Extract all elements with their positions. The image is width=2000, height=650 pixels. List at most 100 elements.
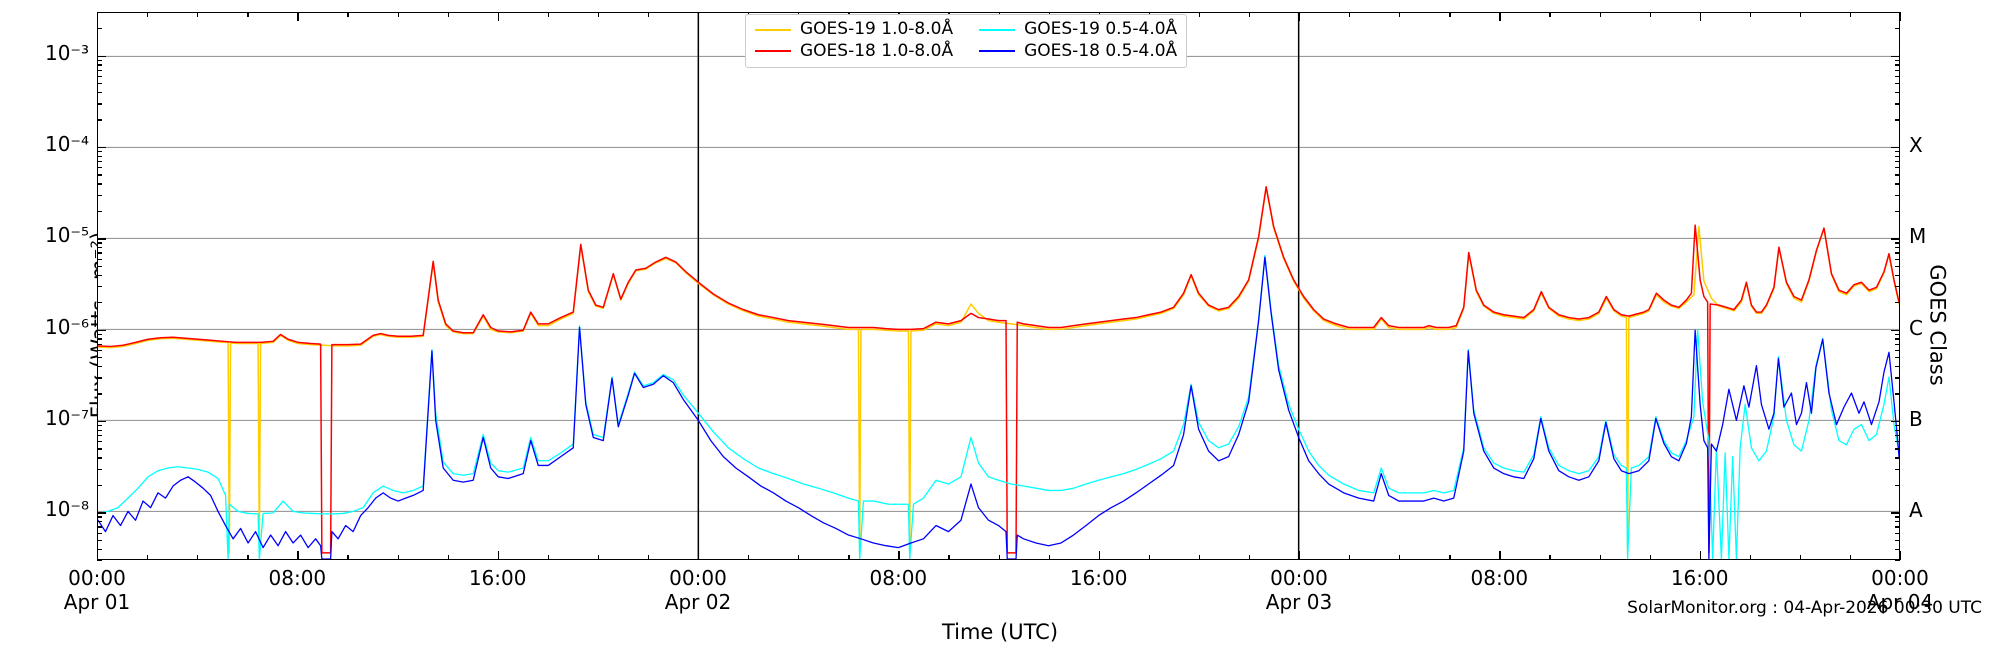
- legend-label: GOES-18 0.5-4.0Å: [1024, 40, 1178, 61]
- x-tick-date: Apr 03: [1265, 590, 1333, 614]
- axis-tick: [1895, 59, 1900, 62]
- y-tick-label: 10⁻⁸: [44, 497, 89, 522]
- y-axis-right-title: GOES Class: [1925, 264, 1950, 386]
- axis-tick: [297, 12, 299, 21]
- axis-tick: [547, 555, 550, 560]
- axis-tick: [97, 357, 102, 359]
- legend-item[interactable]: GOES-18 1.0-8.0Å: [755, 41, 953, 62]
- axis-tick: [1895, 75, 1900, 78]
- axis-tick: [1895, 357, 1900, 359]
- axis-tick: [97, 548, 102, 550]
- axis-tick: [1895, 161, 1900, 163]
- goes-class-label-m: M: [1909, 224, 1927, 249]
- legend-item[interactable]: GOES-18 0.5-4.0Å: [979, 40, 1178, 62]
- axis-tick: [97, 274, 102, 276]
- axis-tick: [97, 75, 102, 78]
- axis-tick: [97, 59, 102, 62]
- axis-tick: [1895, 377, 1900, 379]
- y-tick-label: 10⁻⁵: [44, 223, 89, 248]
- axis-tick: [97, 526, 102, 528]
- x-tick-time: 08:00: [869, 566, 928, 590]
- axis-tick: [97, 338, 102, 340]
- axis-tick: [1895, 343, 1900, 346]
- axis-tick: [1895, 155, 1900, 158]
- goes-class-label-c: C: [1909, 315, 1923, 340]
- axis-tick: [97, 210, 102, 213]
- axis-tick: [97, 252, 102, 254]
- axis-tick: [97, 151, 102, 153]
- y-tick-label: 10⁻³: [44, 40, 89, 65]
- axis-tick: [1895, 526, 1900, 528]
- axis-tick: [1699, 551, 1701, 560]
- x-tick-time: 08:00: [268, 566, 327, 590]
- axis-tick: [1499, 12, 1501, 21]
- axis-tick: [1799, 555, 1802, 560]
- axis-tick: [97, 167, 102, 169]
- axis-tick: [97, 512, 106, 514]
- legend-item[interactable]: GOES-19 1.0-8.0Å: [755, 19, 953, 40]
- axis-tick: [97, 119, 102, 121]
- goes-class-label-x: X: [1909, 132, 1923, 157]
- watermark-credit: SolarMonitor.org : 04-Apr-2026 00:30 UTC: [1627, 598, 1982, 618]
- y-tick-label: 10⁻⁷: [44, 405, 89, 430]
- axis-tick: [1895, 539, 1900, 542]
- axis-tick: [1895, 441, 1900, 443]
- axis-tick: [97, 194, 102, 196]
- plot-area: [97, 12, 1900, 560]
- flux-curves: [98, 185, 1899, 559]
- axis-tick: [1895, 365, 1900, 368]
- axis-tick: [1849, 12, 1852, 17]
- axis-tick: [1895, 103, 1900, 105]
- x-tick-time: 16:00: [1069, 566, 1128, 590]
- axis-tick: [1349, 12, 1351, 17]
- day-boundary-lines: [697, 13, 1300, 559]
- axis-tick: [97, 532, 102, 534]
- axis-tick: [97, 349, 102, 352]
- axis-tick: [1895, 167, 1900, 169]
- axis-tick: [1895, 83, 1900, 85]
- x-tick-date: Apr 01: [63, 590, 131, 614]
- x-tick-label: 00:00 Apr 02: [618, 566, 778, 614]
- x-tick-label: 00:00 Apr 03: [1219, 566, 1379, 614]
- axis-tick: [647, 12, 650, 17]
- axis-tick: [97, 484, 102, 487]
- axis-tick: [698, 551, 700, 560]
- gridlines: [98, 55, 1899, 512]
- axis-tick: [597, 555, 600, 560]
- axis-tick: [1895, 258, 1900, 260]
- axis-tick: [1891, 512, 1900, 514]
- axis-tick: [1895, 521, 1900, 523]
- axis-tick: [97, 286, 102, 288]
- legend-item[interactable]: GOES-19 0.5-4.0Å: [979, 19, 1177, 40]
- axis-tick: [1399, 12, 1401, 17]
- axis-tick: [1895, 349, 1900, 352]
- axis-tick: [948, 555, 950, 560]
- axis-tick: [1895, 484, 1900, 487]
- axis-tick: [1895, 468, 1900, 470]
- axis-tick: [1895, 210, 1900, 213]
- axis-tick: [97, 28, 102, 30]
- axis-tick: [1449, 12, 1451, 17]
- axis-tick: [1048, 555, 1050, 560]
- legend-color-swatch: [755, 50, 791, 53]
- axis-tick: [97, 64, 102, 66]
- axis-tick: [848, 555, 850, 560]
- axis-tick: [1891, 238, 1900, 240]
- axis-tick: [297, 551, 299, 560]
- axis-tick: [447, 555, 449, 560]
- axis-tick: [1895, 548, 1900, 550]
- axis-tick: [1895, 28, 1900, 30]
- axis-tick: [397, 12, 399, 17]
- axis-tick: [1549, 555, 1551, 560]
- axis-tick: [1895, 448, 1900, 450]
- axis-tick: [1891, 329, 1900, 331]
- x-tick-label: 08:00: [818, 566, 978, 590]
- x-tick-time: 08:00: [1470, 566, 1529, 590]
- x-tick-label: 08:00: [1419, 566, 1579, 590]
- axis-tick: [1895, 429, 1900, 432]
- axis-tick: [547, 12, 550, 17]
- x-tick-label: 16:00: [1019, 566, 1179, 590]
- axis-tick: [1895, 119, 1900, 121]
- axis-tick: [97, 258, 102, 260]
